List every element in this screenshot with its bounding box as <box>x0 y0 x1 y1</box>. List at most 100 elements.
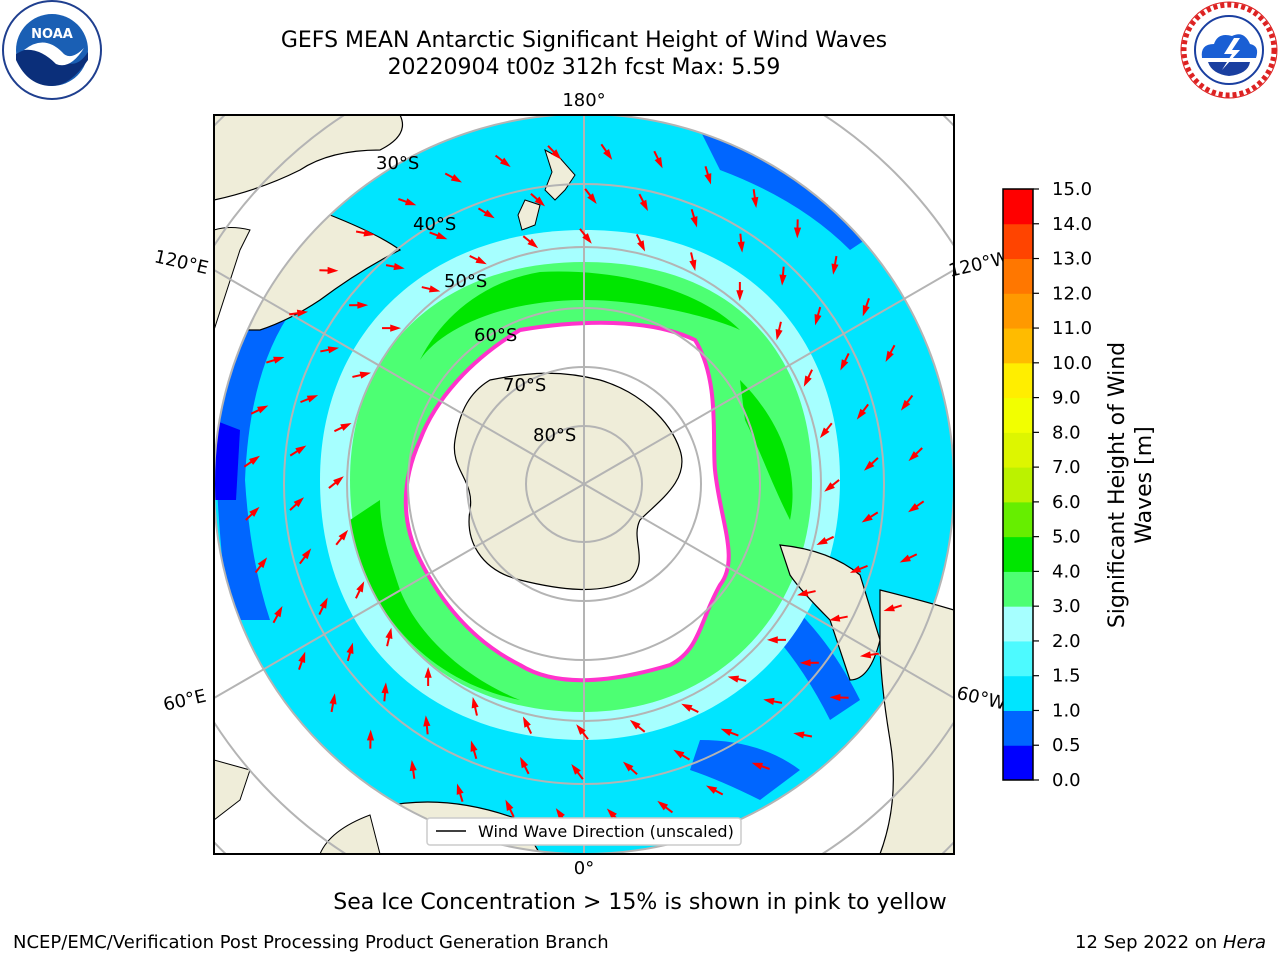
wave-direction-arrowhead <box>908 503 919 513</box>
wave-direction-arrowhead <box>450 174 463 183</box>
wave-direction-arrowhead <box>273 356 285 364</box>
wave-direction-arrowhead <box>622 761 634 772</box>
wave-direction-arrowhead <box>629 719 641 730</box>
wave-direction-arrowhead <box>654 157 663 169</box>
wave-direction-arrowhead <box>306 395 319 403</box>
wave-direction-arrowhead <box>301 548 312 560</box>
colorbar-tick-label: 9.0 <box>1052 388 1081 409</box>
wave-direction-arrowhead <box>779 274 787 286</box>
colorbar-tick-label: 12.0 <box>1052 283 1092 304</box>
wave-direction-arrowhead <box>883 604 895 612</box>
lat-label-80s: 80°S <box>533 425 576 446</box>
wave-direction-arrowhead <box>603 149 613 160</box>
colorbar-bin <box>1003 362 1033 399</box>
colorbar-label-line2: Waves [m] <box>1132 426 1157 543</box>
wave-direction-arrowhead <box>551 149 562 160</box>
colorbar <box>1003 189 1033 781</box>
footer-host: Hera <box>1222 932 1266 953</box>
wave-direction-arrowhead <box>257 405 269 414</box>
wave-direction-arrowhead <box>690 216 698 228</box>
wave-direction-arrowhead <box>763 697 775 705</box>
wave-direction-arrowhead <box>856 408 867 420</box>
wave-direction-arrowhead <box>409 759 417 772</box>
wave-direction-arrowhead <box>257 557 268 569</box>
wave-direction-arrowhead <box>329 693 337 705</box>
wave-direction-arrowhead <box>737 241 745 253</box>
colorbar-bin <box>1003 536 1033 572</box>
south-america-land-corner <box>879 589 954 854</box>
noaa-logo-icon: NOAA <box>2 0 102 100</box>
wave-direction-arrowhead <box>681 703 693 712</box>
colorbar-tick-label: 1.0 <box>1052 700 1081 721</box>
lon-label-120e: 120°E <box>152 246 210 279</box>
wave-direction-arrowhead <box>363 229 375 237</box>
colorbar-tick-label: 0.5 <box>1052 735 1081 756</box>
wave-direction-arrowhead <box>751 762 764 770</box>
colorbar-tick-label: 6.0 <box>1052 492 1081 513</box>
lat-label-30s: 30°S <box>376 153 419 174</box>
colorbar-tick-label: 7.0 <box>1052 457 1081 478</box>
antarctica-land <box>453 372 683 591</box>
wave-direction-arrowhead <box>390 324 402 332</box>
wave-direction-arrowhead <box>819 427 830 439</box>
wave-direction-arrowhead <box>293 497 304 508</box>
wave-direction-arrowhead <box>534 196 546 207</box>
wave-direction-arrowhead <box>829 614 841 622</box>
wave-direction-arrowhead <box>346 642 354 654</box>
colorbar-tick-label: 3.0 <box>1052 596 1081 617</box>
wave-direction-arrowhead <box>803 375 812 387</box>
wave-direction-arrowhead <box>327 266 339 275</box>
lon-label-60e: 60°E <box>161 686 208 716</box>
wave-direction-arrowhead <box>319 597 328 609</box>
lat-label-40s: 40°S <box>413 214 456 235</box>
map-subtitle: 20220904 t00z 312h fcst Max: 5.59 <box>387 55 781 80</box>
wave-direction-arrowhead <box>404 198 417 206</box>
wave-direction-arrowhead <box>357 301 369 309</box>
colorbar-frame <box>1002 188 1034 781</box>
colorbar-bin <box>1003 710 1033 746</box>
colorbar-bin <box>1003 328 1033 364</box>
asia-land-corner <box>214 115 404 201</box>
new-zealand-south-land <box>517 199 541 231</box>
lat-label-50s: 50°S <box>444 271 487 292</box>
wave-direction-arrowhead <box>366 729 375 741</box>
wave-direction-arrowhead <box>704 173 712 185</box>
wave-direction-arrowhead <box>639 199 648 212</box>
map-legend: Wind Wave Direction (unscaled) <box>426 817 742 846</box>
wave-direction-arrowhead <box>527 238 539 249</box>
wave-direction-arrowhead <box>359 371 371 379</box>
wave-direction-arrowhead <box>673 749 685 759</box>
wave-direction-arrowhead <box>885 350 894 363</box>
national-weather-service-logo-icon <box>1180 1 1278 99</box>
wave-direction-arrowhead <box>720 728 732 736</box>
map-title: GEFS MEAN Antarctic Significant Height o… <box>280 28 888 53</box>
colorbar-bin <box>1003 189 1033 225</box>
colorbar-tick-label: 11.0 <box>1052 318 1092 339</box>
lat-label-70s: 70°S <box>503 375 546 396</box>
wave-direction-arrowhead <box>249 455 260 465</box>
wave-direction-arrowhead <box>338 529 349 541</box>
colorbar-tick-label: 13.0 <box>1052 249 1092 270</box>
wave-direction-arrowhead <box>483 209 495 219</box>
wave-direction-arrowhead <box>340 422 352 431</box>
colorbar-tick-label: 8.0 <box>1052 422 1081 443</box>
wave-direction-arrowhead <box>576 724 586 735</box>
colorbar-bin <box>1003 223 1033 260</box>
wave-direction-arrowhead <box>428 285 441 293</box>
wave-direction-arrowhead <box>766 636 778 644</box>
colorbar-bin <box>1003 501 1033 538</box>
colorbar-bin <box>1003 432 1033 468</box>
wave-direction-arrowhead <box>505 799 514 811</box>
wave-direction-arrowhead <box>424 666 432 678</box>
wave-direction-arrowhead <box>862 304 870 317</box>
sea-ice-caption: Sea Ice Concentration > 15% is shown in … <box>333 890 947 915</box>
colorbar-bin <box>1003 675 1033 711</box>
wave-direction-arrowhead <box>751 196 759 209</box>
wave-direction-arrowhead <box>274 605 283 618</box>
wave-direction-arrowhead <box>824 482 835 492</box>
wave-direction-arrowhead <box>520 756 529 769</box>
wave-direction-arrowhead <box>606 808 617 819</box>
wave-direction-arrowhead <box>859 651 872 659</box>
wave-direction-arrowhead <box>393 263 405 271</box>
